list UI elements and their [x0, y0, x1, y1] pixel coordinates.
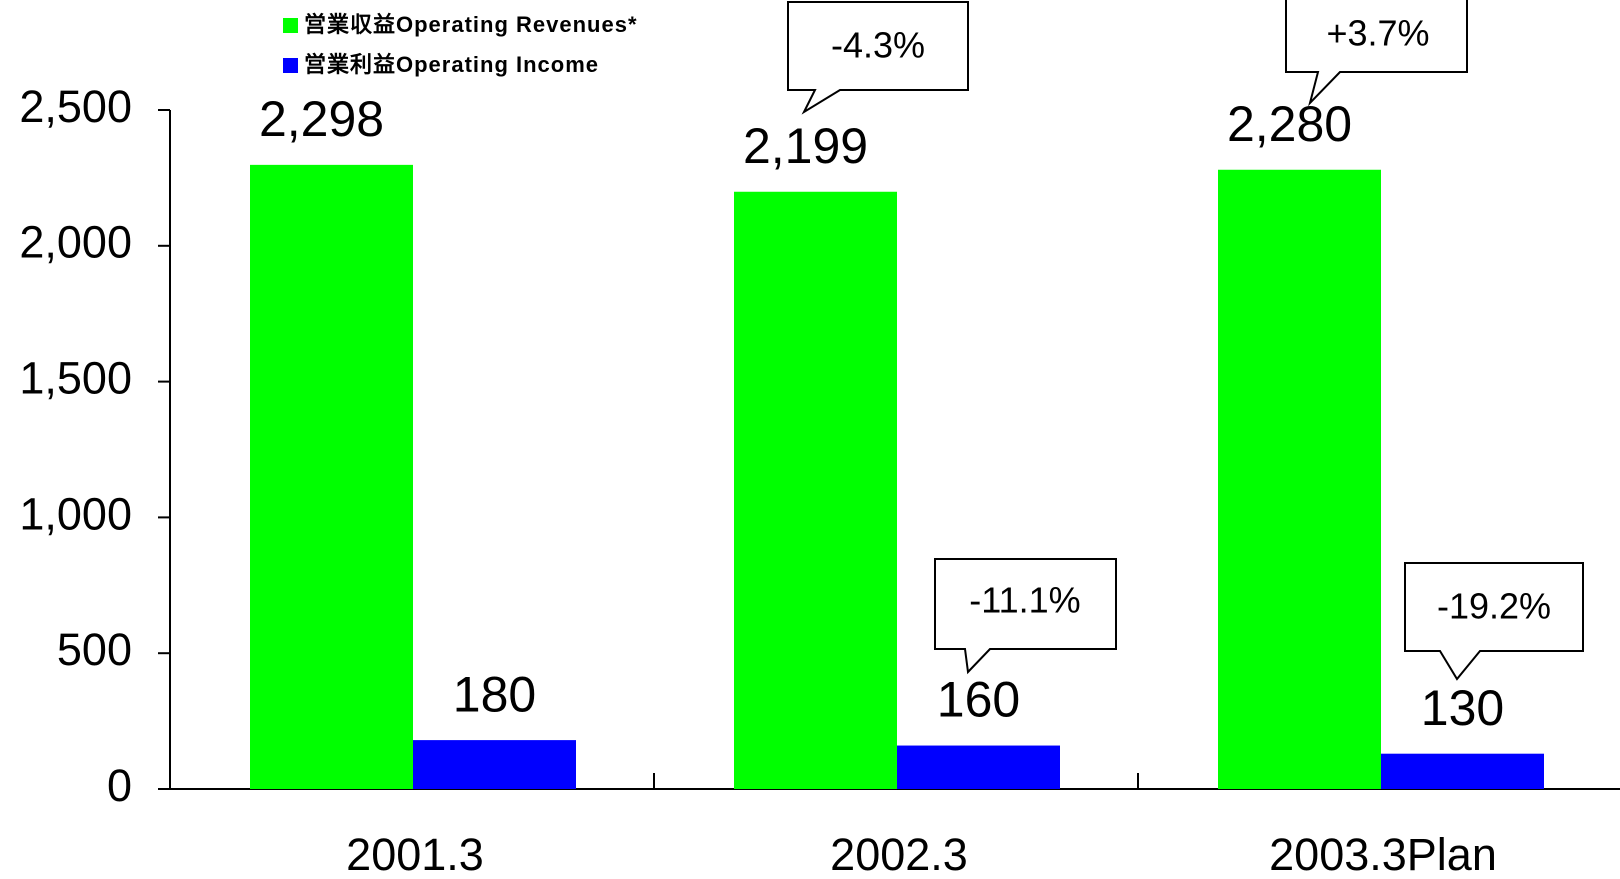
y-tick-label: 2,000 — [19, 217, 132, 268]
value-label: 180 — [453, 666, 536, 722]
bar — [1381, 753, 1544, 789]
bar — [897, 745, 1060, 789]
callout-text: -4.3% — [831, 25, 925, 66]
x-tick-label: 2001.3 — [346, 829, 484, 879]
callout-text: -19.2% — [1437, 586, 1551, 627]
x-tick-label: 2003.3Plan — [1269, 829, 1497, 879]
x-tick-label: 2002.3 — [830, 829, 968, 879]
callout-box — [1404, 562, 1584, 681]
value-label: 160 — [937, 672, 1020, 728]
bar — [1218, 169, 1381, 789]
legend-label: 営業収益Operating Revenues* — [304, 12, 638, 37]
y-tick-label: 2,500 — [19, 81, 132, 132]
callout-box — [1285, 0, 1468, 107]
value-label: 2,199 — [743, 118, 868, 174]
value-label: 130 — [1421, 680, 1504, 736]
callout-box — [934, 558, 1117, 675]
callout-text: +3.7% — [1326, 13, 1429, 54]
callout-box — [787, 1, 969, 115]
y-tick-label: 1,500 — [19, 352, 132, 403]
legend-swatch — [283, 58, 298, 73]
value-label: 2,280 — [1227, 96, 1352, 152]
legend-label: 営業利益Operating Income — [304, 52, 599, 77]
legend-swatch — [283, 18, 298, 33]
y-tick-label: 500 — [57, 624, 132, 675]
value-label: 2,298 — [259, 91, 384, 147]
bar — [250, 164, 413, 789]
y-tick-label: 1,000 — [19, 488, 132, 539]
bar — [413, 740, 576, 789]
callout-text: -11.1% — [969, 580, 1080, 621]
y-tick-label: 0 — [107, 760, 132, 811]
bar — [734, 191, 897, 790]
